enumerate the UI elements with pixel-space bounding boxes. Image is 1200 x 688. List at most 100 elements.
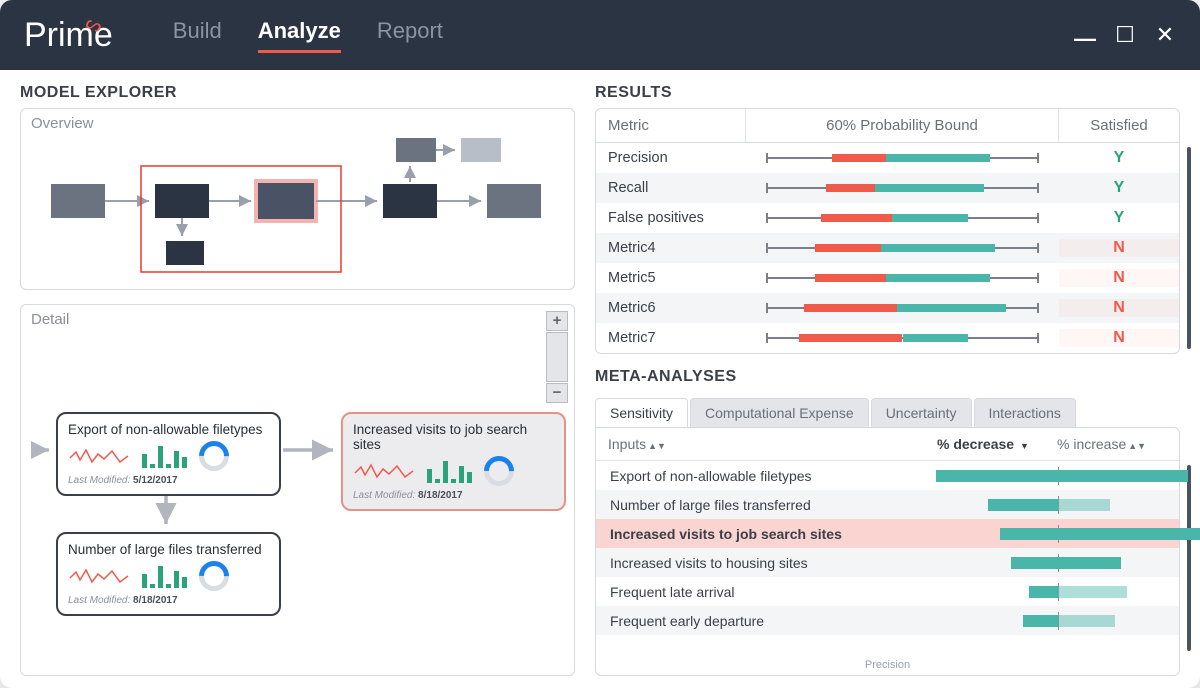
meta-title: META-ANALYSES: [595, 368, 1180, 386]
input-label: Increased visits to housing sites: [610, 555, 890, 571]
detail-card[interactable]: Increased visits to job search sites Las…: [341, 412, 566, 511]
satisfied-value: N: [1059, 239, 1179, 257]
overview-diagram[interactable]: [31, 136, 564, 276]
input-label: Frequent early departure: [610, 613, 890, 629]
tab-build[interactable]: Build: [173, 18, 222, 53]
zoom-in-button[interactable]: +: [546, 311, 568, 331]
metric-name: Metric7: [596, 330, 746, 346]
sensitivity-row[interactable]: Frequent early departure: [596, 606, 1179, 635]
meta-tab[interactable]: Computational Expense: [690, 398, 869, 427]
results-title: RESULTS: [595, 84, 1180, 102]
tab-analyze[interactable]: Analyze: [258, 18, 341, 53]
card-footer: Last Modified: 8/18/2017: [353, 490, 554, 501]
card-footer: Last Modified: 5/12/2017: [68, 475, 269, 486]
probability-bar: [766, 303, 1039, 313]
meta-tabs: SensitivityComputational ExpenseUncertai…: [595, 398, 1180, 427]
sensitivity-row[interactable]: Frequent late arrival: [596, 577, 1179, 606]
results-row[interactable]: Recall Y: [596, 173, 1179, 203]
col-satisfied: Satisfied: [1059, 109, 1179, 142]
col-bound: 60% Probability Bound: [746, 109, 1059, 142]
tornado-bar: [890, 585, 1179, 599]
metric-name: Metric4: [596, 240, 746, 256]
satisfied-value: Y: [1059, 149, 1179, 167]
tornado-bar: [890, 469, 1179, 483]
tornado-bar: [890, 498, 1179, 512]
probability-bar: [766, 213, 1039, 223]
probability-bar: [766, 153, 1039, 163]
col-inputs[interactable]: Inputs: [608, 436, 646, 452]
col-decrease[interactable]: % decrease: [937, 436, 1014, 452]
tornado-bar: [890, 614, 1179, 628]
satisfied-value: N: [1059, 269, 1179, 287]
scrollbar[interactable]: [1187, 147, 1191, 349]
close-icon[interactable]: ✕: [1154, 22, 1176, 48]
sensitivity-row[interactable]: Number of large files transferred: [596, 490, 1179, 519]
detail-canvas[interactable]: Export of non-allowable filetypes Last M…: [31, 332, 564, 622]
input-label: Number of large files transferred: [610, 497, 890, 513]
maximize-icon[interactable]: ☐: [1114, 22, 1136, 48]
minimize-icon[interactable]: —: [1074, 26, 1096, 52]
results-row[interactable]: Metric5 N: [596, 263, 1179, 293]
col-metric: Metric: [596, 109, 746, 142]
meta-panel: Inputs▲▼ % decrease ▼ % increase▲▼ Expor…: [595, 427, 1180, 676]
results-panel: Metric 60% Probability Bound Satisfied P…: [595, 108, 1180, 354]
meta-header: Inputs▲▼ % decrease ▼ % increase▲▼: [596, 428, 1179, 461]
overview-panel: Overview: [20, 108, 575, 290]
metric-name: Precision: [596, 150, 746, 166]
detail-card[interactable]: Number of large files transferred Last M…: [56, 532, 281, 616]
results-row[interactable]: Metric6 N: [596, 293, 1179, 323]
sparkline-icon: [68, 564, 130, 588]
detail-card[interactable]: Export of non-allowable filetypes Last M…: [56, 412, 281, 496]
meta-body: Export of non-allowable filetypes Number…: [596, 461, 1179, 655]
metric-name: Metric6: [596, 300, 746, 316]
input-label: Increased visits to job search sites: [610, 526, 890, 542]
results-row[interactable]: Precision Y: [596, 143, 1179, 173]
input-label: Frequent late arrival: [610, 584, 890, 600]
sensitivity-row[interactable]: Export of non-allowable filetypes: [596, 461, 1179, 490]
probability-bar: [766, 183, 1039, 193]
meta-tab[interactable]: Sensitivity: [595, 398, 688, 427]
detail-panel: Detail + − Export of non-allowable filet…: [20, 304, 575, 676]
metric-name: False positives: [596, 210, 746, 226]
tornado-bar: [890, 556, 1179, 570]
tornado-bar: [890, 527, 1179, 541]
bars-icon: [142, 564, 187, 588]
results-row[interactable]: False positives Y: [596, 203, 1179, 233]
bars-icon: [427, 459, 472, 483]
satisfied-value: N: [1059, 329, 1179, 347]
model-explorer-title: MODEL EXPLORER: [20, 84, 575, 102]
donut-icon: [193, 555, 235, 597]
titlebar: Primeᔕ Build Analyze Report — ☐ ✕: [0, 0, 1200, 70]
donut-icon: [193, 435, 235, 477]
donut-icon: [478, 450, 520, 492]
probability-bar: [766, 273, 1039, 283]
sensitivity-row[interactable]: Increased visits to housing sites: [596, 548, 1179, 577]
metric-name: Metric5: [596, 270, 746, 286]
meta-footer-label: Precision: [596, 655, 1179, 675]
satisfied-value: Y: [1059, 209, 1179, 227]
sparkline-icon: [353, 459, 415, 483]
results-row[interactable]: Metric4 N: [596, 233, 1179, 263]
main-tabs: Build Analyze Report: [173, 18, 443, 53]
probability-bar: [766, 243, 1039, 253]
card-title: Increased visits to job search sites: [353, 422, 554, 452]
meta-tab[interactable]: Interactions: [974, 398, 1076, 427]
overview-label: Overview: [31, 115, 564, 132]
card-footer: Last Modified: 8/18/2017: [68, 595, 269, 606]
sensitivity-row[interactable]: Increased visits to job search sites: [596, 519, 1179, 548]
satisfied-value: N: [1059, 299, 1179, 317]
satisfied-value: Y: [1059, 179, 1179, 197]
detail-label: Detail: [31, 311, 564, 328]
input-label: Export of non-allowable filetypes: [610, 468, 890, 484]
sparkline-icon: [68, 444, 130, 468]
meta-tab[interactable]: Uncertainty: [871, 398, 972, 427]
card-title: Export of non-allowable filetypes: [68, 422, 269, 437]
probability-bar: [766, 333, 1039, 343]
metric-name: Recall: [596, 180, 746, 196]
scrollbar[interactable]: [1187, 465, 1191, 651]
results-body: Precision YRecall YFalse positives YMetr…: [596, 143, 1179, 353]
tab-report[interactable]: Report: [377, 18, 443, 53]
results-row[interactable]: Metric7 N: [596, 323, 1179, 353]
app-logo: Primeᔕ: [24, 16, 113, 55]
col-increase[interactable]: % increase: [1057, 436, 1126, 452]
